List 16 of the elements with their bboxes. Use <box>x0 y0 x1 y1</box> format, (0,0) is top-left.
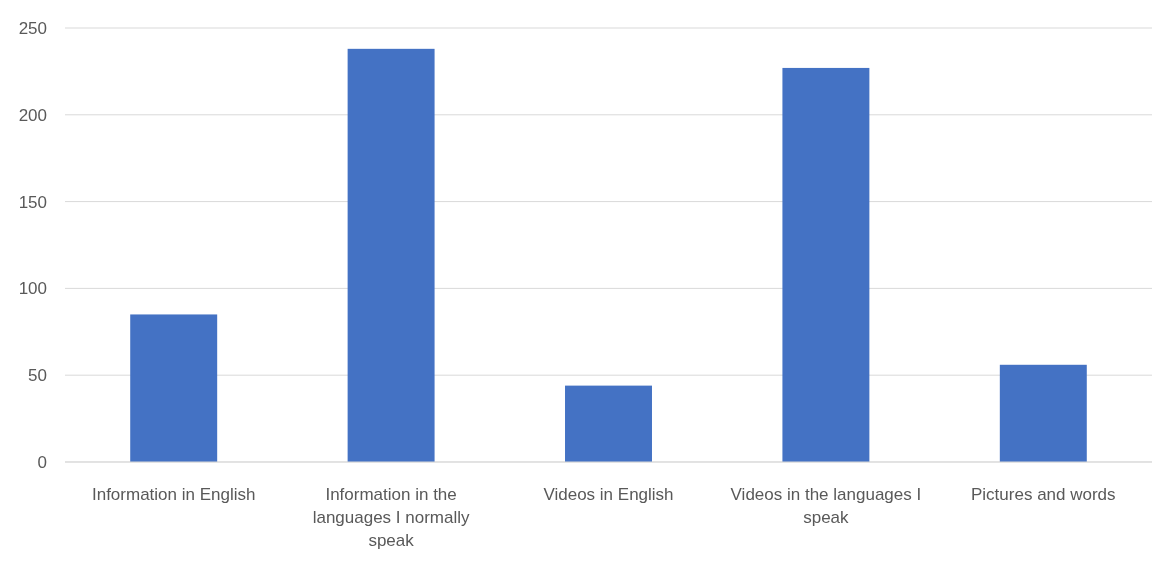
x-tick-label: Information in English <box>91 485 256 504</box>
bar <box>565 385 652 462</box>
y-tick-label: 50 <box>28 366 47 386</box>
x-tick-label: Videos in English <box>543 485 674 504</box>
bar <box>782 67 870 462</box>
bar <box>999 364 1087 462</box>
bar <box>347 48 435 462</box>
x-tick-label: Pictures and words <box>971 485 1116 504</box>
y-tick-label: 150 <box>18 192 47 212</box>
y-tick-label: 250 <box>18 18 47 38</box>
y-tick-label: 200 <box>18 105 47 125</box>
y-tick-label: 0 <box>37 452 47 472</box>
y-tick-label: 100 <box>18 279 47 299</box>
x-tick-label: Videos in the languages I speak <box>730 485 922 527</box>
x-tick-label: Information in the languages I normally speak <box>312 485 471 550</box>
bar <box>130 314 218 462</box>
